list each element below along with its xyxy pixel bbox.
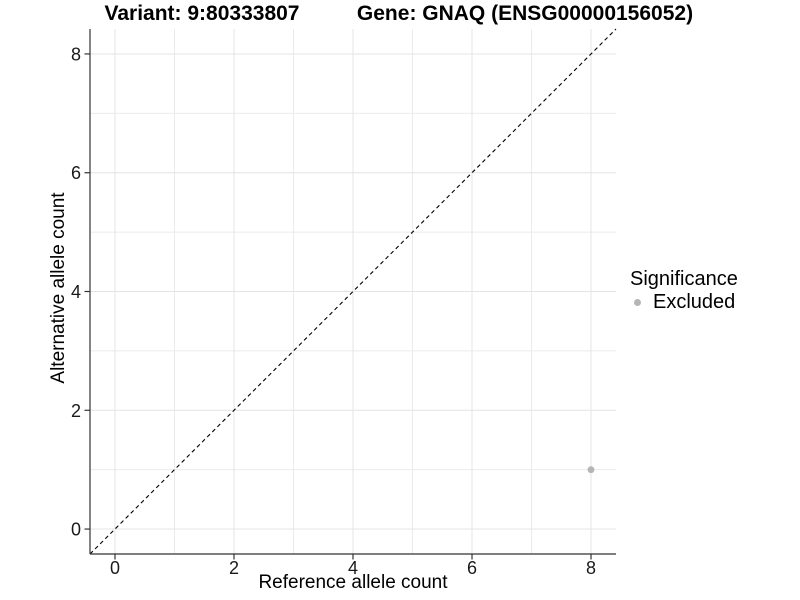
y-tick-label: 4 [71, 282, 81, 302]
y-tick-label: 8 [71, 44, 81, 64]
x-tick-label: 8 [586, 558, 596, 578]
x-tick-label: 4 [348, 558, 358, 578]
plot-title-gene: Gene: GNAQ (ENSG00000156052) [356, 2, 694, 25]
x-tick-label: 0 [110, 558, 120, 578]
y-tick-label: 0 [71, 520, 81, 540]
x-tick-label: 2 [229, 558, 239, 578]
y-tick-label: 2 [71, 401, 81, 421]
x-tick-label: 6 [467, 558, 477, 578]
data-point [587, 466, 595, 474]
identity-dashed-line [89, 28, 617, 555]
legend-item-excluded: Excluded [628, 291, 738, 313]
legend-title: Significance [630, 268, 738, 290]
legend-point-icon [634, 299, 641, 306]
plot-title-variant: Variant: 9:80333807 [104, 2, 300, 25]
legend-item-label: Excluded [653, 291, 736, 313]
y-tick-label: 6 [71, 163, 81, 183]
x-axis-title: Reference allele count [258, 572, 448, 593]
legend: Significance Excluded [628, 268, 738, 313]
y-axis-title: Alternative allele count [48, 192, 69, 384]
